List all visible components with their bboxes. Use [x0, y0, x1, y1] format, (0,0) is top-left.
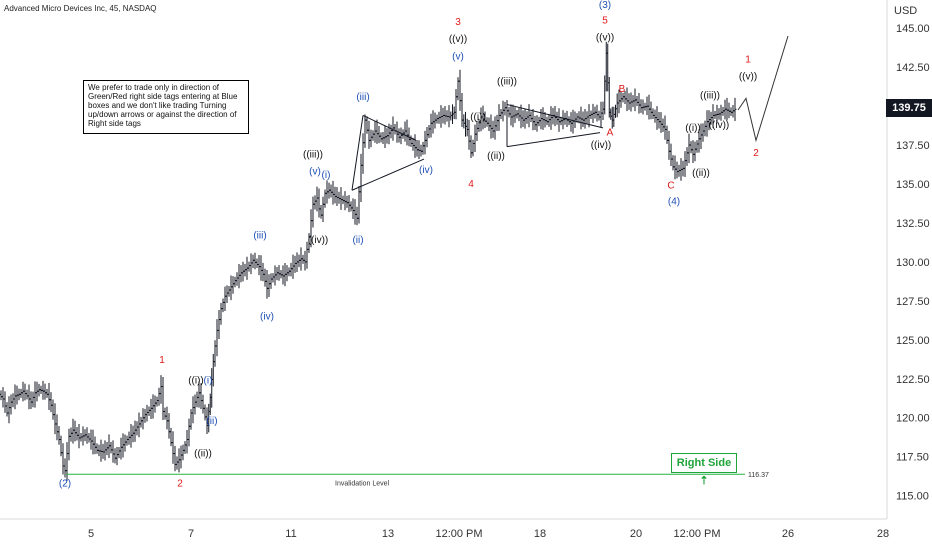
wave-label: (ii) — [206, 416, 217, 427]
price-tick-label: 117.50 — [896, 452, 929, 464]
wave-label: ((i)) — [685, 123, 701, 134]
price-tick-label: 115.00 — [896, 491, 929, 503]
price-tick-label: 137.50 — [896, 140, 930, 152]
wave-label: 1 — [159, 355, 165, 366]
triangle-upper-line — [506, 104, 604, 129]
wave-label: ((v)) — [449, 34, 467, 45]
wave-label: 2 — [753, 148, 759, 159]
triangle-side — [351, 115, 364, 191]
time-axis[interactable]: 5 7 11 13 12:00 PM 18 20 12:00 PM 26 28 — [88, 528, 889, 540]
wave-label: (4) — [668, 196, 680, 207]
time-tick-label: 12:00 PM — [673, 528, 720, 540]
currency-label: USD — [894, 5, 918, 17]
last-price-tag: 139.75 — [886, 99, 932, 117]
wave-label: (iv) — [419, 165, 433, 176]
price-tick-label: 130.00 — [896, 257, 930, 269]
time-tick-label: 5 — [88, 528, 94, 540]
wave-label: ((v)) — [596, 33, 614, 44]
price-tick-label: 120.00 — [896, 413, 930, 425]
price-tick-label: 135.00 — [896, 179, 930, 191]
right-side-tag[interactable]: Right Side ⇡ — [671, 453, 737, 487]
wave-labels-layer: (2) 1 2 ((i)) ((ii)) (i) (ii) (iii) (iv) ((iii)) (… — [59, 0, 759, 489]
wave-label: ((ii)) — [194, 449, 212, 460]
price-tick-label: 127.50 — [896, 296, 930, 308]
wave-label: (iii) — [253, 231, 266, 242]
overlays-layer: Invalidation Level 116.37 — [66, 35, 789, 487]
wave-label: (3) — [599, 0, 611, 11]
candles-layer — [0, 41, 737, 481]
wave-label: ((i)) — [188, 375, 204, 386]
wave-label: (v) — [309, 167, 321, 178]
chart-title: Advanced Micro Devices Inc, 45, NASDAQ — [4, 4, 157, 13]
wave-label: ((ii)) — [487, 151, 505, 162]
wave-label: (i) — [204, 375, 213, 386]
wave-label: B — [619, 84, 626, 95]
trading-note: We prefer to trade only in direction of … — [83, 80, 249, 134]
time-tick-label: 26 — [782, 528, 794, 540]
wave-label: (ii) — [352, 235, 363, 246]
price-tick-label: 125.00 — [896, 335, 930, 347]
wave-label: ((iv)) — [308, 235, 329, 246]
wave-label: ((i)) — [470, 112, 486, 123]
wave-label: 2 — [177, 478, 183, 489]
wave-label: ((iii)) — [497, 76, 517, 87]
invalidation-level-label: Invalidation Level — [335, 480, 390, 487]
wave-label: ((ii)) — [692, 168, 710, 179]
time-tick-label: 20 — [630, 528, 642, 540]
wave-label: (iv) — [260, 312, 274, 323]
price-tick-label: 142.50 — [896, 62, 930, 74]
wave-label: 5 — [602, 16, 608, 27]
invalidation-value-label: 116.37 — [748, 472, 769, 479]
wave-label: (iii) — [356, 92, 369, 103]
wave-label: C — [667, 181, 674, 192]
wave-label: ((iii)) — [303, 150, 323, 161]
wave-label: (i) — [322, 170, 331, 181]
wave-label: 1 — [745, 54, 751, 65]
time-tick-label: 13 — [382, 528, 394, 540]
price-tick-label: 122.50 — [896, 374, 930, 386]
price-axis[interactable]: 145.00142.50140.00137.50135.00132.50130.… — [896, 23, 930, 502]
wave-label: (2) — [59, 478, 71, 489]
time-tick-label: 7 — [188, 528, 194, 540]
wave-label: A — [607, 128, 614, 139]
triangle-upper-line — [362, 114, 417, 141]
time-tick-label: 28 — [877, 528, 889, 540]
time-tick-label: 12:00 PM — [435, 528, 482, 540]
price-tick-label: 145.00 — [896, 23, 930, 35]
wave-label: 4 — [468, 179, 474, 190]
wave-label: ((v)) — [739, 72, 757, 83]
time-tick-label: 11 — [285, 528, 296, 540]
time-tick-label: 18 — [534, 528, 546, 540]
triangle-lower-line — [351, 158, 425, 191]
wave-label: ((iv)) — [709, 120, 730, 131]
wave-label: ((iii)) — [700, 90, 720, 101]
wave-label: 3 — [455, 17, 461, 28]
wave-label: ((iv)) — [591, 140, 612, 151]
wave-label: (v) — [452, 51, 464, 62]
projection-path — [737, 35, 789, 143]
price-tick-label: 132.50 — [896, 218, 930, 230]
triangle-lower-line — [506, 132, 601, 148]
